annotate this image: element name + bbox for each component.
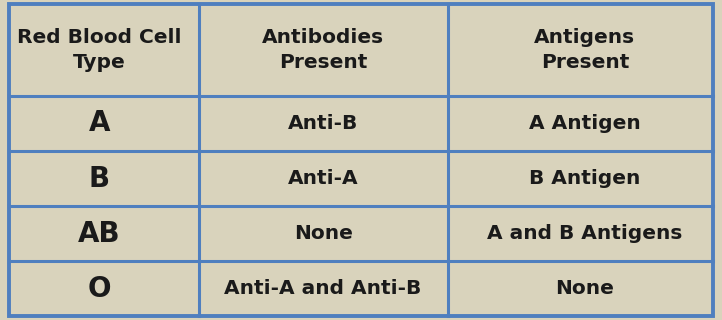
Text: None: None	[294, 224, 352, 243]
Text: Anti-A: Anti-A	[288, 169, 358, 188]
Text: O: O	[87, 275, 111, 303]
Text: B Antigen: B Antigen	[529, 169, 640, 188]
Text: A Antigen: A Antigen	[529, 114, 640, 133]
Text: Antibodies
Present: Antibodies Present	[262, 28, 384, 72]
Text: AB: AB	[78, 220, 121, 248]
Text: Anti-B: Anti-B	[288, 114, 358, 133]
Text: Red Blood Cell
Type: Red Blood Cell Type	[17, 28, 181, 72]
Text: A and B Antigens: A and B Antigens	[487, 224, 682, 243]
Text: None: None	[555, 279, 614, 298]
Text: Antigens
Present: Antigens Present	[534, 28, 635, 72]
Text: Anti-A and Anti-B: Anti-A and Anti-B	[225, 279, 422, 298]
Text: B: B	[89, 164, 110, 193]
Text: A: A	[89, 109, 110, 138]
